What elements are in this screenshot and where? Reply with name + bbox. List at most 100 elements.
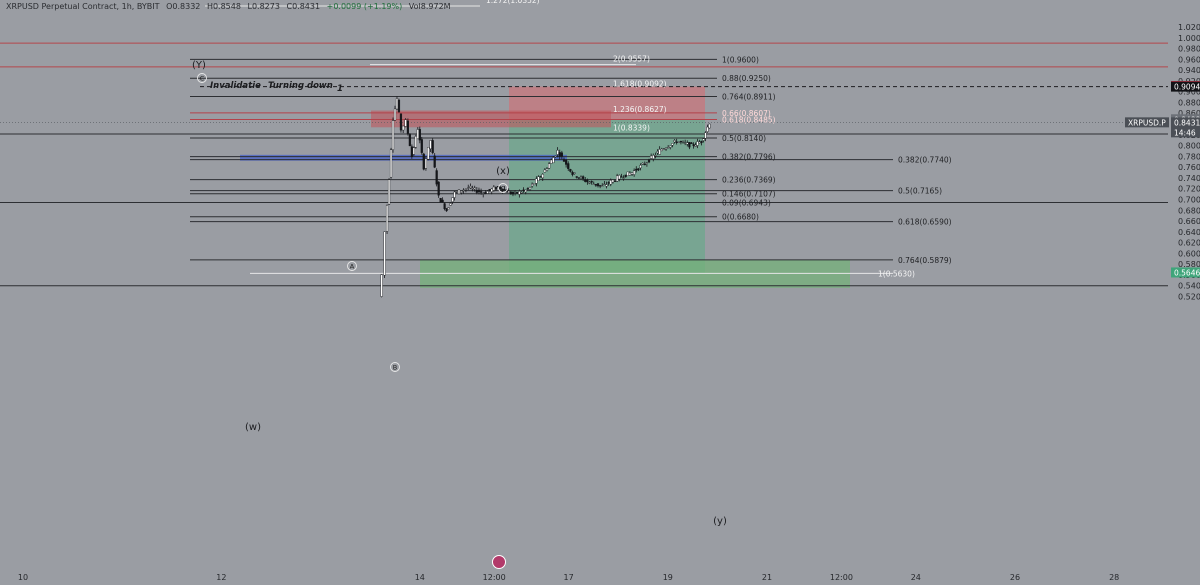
wave-circle (197, 73, 207, 83)
fib-mid-label: 0.146(0.7107) (722, 190, 776, 199)
candle-body (541, 174, 544, 179)
candle-body (391, 120, 395, 150)
x-tick-label: 14 (415, 573, 425, 582)
candle-body (499, 186, 502, 190)
candle-body (406, 120, 409, 134)
resistance-zone[interactable] (371, 110, 611, 128)
candle-body (486, 190, 489, 194)
wave-circle (498, 183, 508, 193)
fib-mid-label: 0.09(0.6943) (722, 199, 771, 208)
candle-body (684, 142, 687, 144)
candle-body (548, 163, 551, 169)
support-zone[interactable] (240, 154, 567, 161)
candle-body (622, 177, 625, 179)
wave-label: (Y) (192, 60, 206, 71)
candle-body (647, 159, 651, 163)
candle-body (579, 176, 583, 179)
candle-body (490, 188, 493, 193)
candle-body (567, 163, 570, 169)
candle-body (556, 150, 559, 155)
candle-body (443, 203, 446, 210)
candle-body (543, 169, 546, 173)
x-tick-label: 19 (663, 573, 673, 582)
y-tick-label: 0.5200 (1178, 293, 1200, 302)
candle-body (671, 143, 674, 146)
fib-mid-label: 0.764(0.8911) (722, 92, 776, 101)
candle-body (630, 172, 634, 175)
candle-body (613, 180, 617, 182)
candle-body (393, 108, 397, 121)
fib-right-label: 1(0.5630) (878, 269, 915, 278)
candle-body (584, 179, 587, 182)
candle-body (577, 177, 580, 179)
candle-body (533, 183, 536, 185)
wave-circle (347, 261, 357, 271)
fib-right-label: 0.618(0.6590) (898, 218, 952, 227)
candle-body (702, 138, 705, 141)
target-zone[interactable] (420, 259, 850, 288)
x-tick-label: 21 (762, 573, 772, 582)
y-tick-label: 0.9600 (1178, 55, 1200, 64)
wave-circle-label: A (350, 262, 355, 270)
candle-body (592, 183, 595, 185)
candle-body (692, 144, 695, 146)
candle-body (658, 149, 661, 155)
candle-body (492, 186, 495, 191)
candle-body (624, 174, 627, 178)
candle-body (473, 187, 476, 190)
candle-body (690, 142, 693, 144)
y-tick-label: 1.0200 (1178, 23, 1200, 32)
fib-right-label: 0.382(0.7740) (898, 156, 952, 165)
candle-body (418, 129, 421, 141)
candle-body (537, 176, 540, 181)
top-fib-label: 1.272(1.0352) (486, 0, 540, 5)
candle-body (628, 172, 631, 176)
candle-body (607, 182, 610, 184)
candle-body (633, 170, 636, 175)
candle-body (511, 191, 515, 195)
fib-mid-label: 0.618(0.8485) (722, 115, 776, 124)
candle-body (573, 172, 576, 174)
x-tick-label: 26 (1010, 573, 1020, 582)
candle-body (704, 132, 707, 139)
candle-body (599, 185, 602, 187)
candle-body (441, 199, 444, 203)
candle-body (467, 187, 470, 189)
candle-body (586, 179, 589, 183)
fib-mid-label: 0.382(0.7796) (722, 153, 776, 162)
candle-body (558, 152, 561, 157)
candle-body (637, 168, 640, 171)
candle-body (427, 147, 430, 160)
candle-body (410, 146, 413, 157)
dashed-price-tag-bg (1171, 81, 1200, 92)
candle-body (462, 189, 465, 191)
candle-body (645, 162, 648, 164)
event-icon[interactable] (492, 555, 506, 569)
fib-ext-label: 2(0.9557) (613, 55, 650, 64)
turning-marker: 1 (337, 84, 343, 94)
change-value: +0.0099 (+1.19%) (326, 2, 403, 11)
candle-body (387, 179, 391, 205)
open-value: O0.8332 (166, 2, 201, 11)
x-tick-label: 12:00 (483, 573, 506, 582)
candle-body (594, 184, 597, 186)
candle-body (603, 183, 606, 186)
candle-body (679, 141, 683, 143)
candle-body (503, 189, 506, 191)
high-value: H0.8548 (206, 2, 241, 11)
candle-body (694, 144, 697, 147)
candle-body (477, 189, 481, 193)
candle-body (402, 125, 405, 131)
candle-body (475, 189, 478, 193)
candle-body (451, 197, 454, 202)
x-tick-label: 24 (911, 573, 921, 582)
candle-body (509, 191, 512, 195)
candle-body (435, 170, 438, 185)
